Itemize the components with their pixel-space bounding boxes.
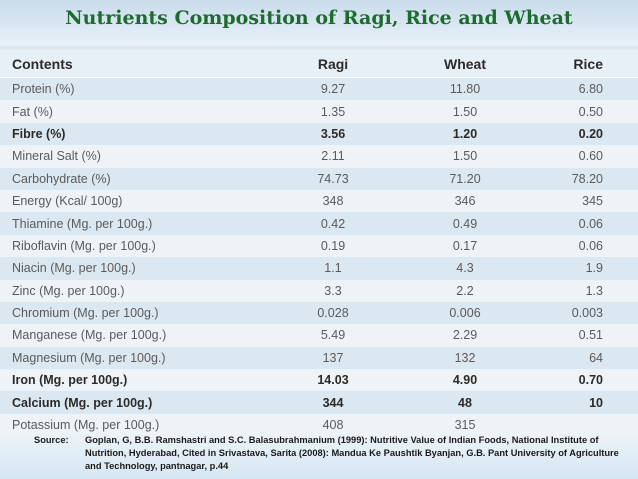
rice-value-cell: 345 <box>518 189 638 213</box>
nutrient-name-cell: Carbohydrate (%) <box>0 167 264 190</box>
ragi-value-cell: 1.1 <box>264 257 384 280</box>
nutrient-name-cell: Magnesium (Mg. per 100g.) <box>0 346 264 370</box>
wheat-value-cell: 0.49 <box>384 212 518 235</box>
wheat-value-cell: 346 <box>384 189 518 213</box>
ragi-value-cell: 74.73 <box>264 167 384 190</box>
ragi-value-cell: 3.3 <box>264 279 384 302</box>
nutrient-name-cell: Calcium (Mg. per 100g.) <box>0 391 264 414</box>
nutrient-name-cell: Mineral Salt (%) <box>0 145 264 168</box>
rice-value-cell: 0.06 <box>518 212 638 235</box>
ragi-value-cell: 348 <box>264 189 384 213</box>
nutrient-name-cell: Thiamine (Mg. per 100g.) <box>0 212 264 235</box>
rice-value-cell: 6.80 <box>518 77 638 101</box>
ragi-value-cell: 5.49 <box>264 324 384 347</box>
ragi-value-cell: 0.028 <box>264 301 384 325</box>
nutrients-table: Contents Ragi Wheat Rice Protein (%) 9.27… <box>0 50 638 437</box>
table-row: Niacin (Mg. per 100g.) 1.1 4.3 1.9 <box>0 257 638 280</box>
table-row: Manganese (Mg. per 100g.) 5.49 2.29 0.51 <box>0 324 638 347</box>
rice-value-cell: 0.06 <box>518 234 638 258</box>
slide-title: Nutrients Composition of Ragi, Rice and … <box>65 7 573 29</box>
table-row: Chromium (Mg. per 100g.) 0.028 0.006 0.003 <box>0 301 638 325</box>
wheat-value-cell: 2.2 <box>384 279 518 302</box>
ragi-value-cell: 408 <box>264 413 384 437</box>
nutrient-name-cell: Fat (%) <box>0 100 264 123</box>
rice-value-cell <box>518 413 638 437</box>
nutrient-name-cell: Potassium (Mg. per 100g.) <box>0 413 264 437</box>
rice-value-cell: 1.3 <box>518 279 638 302</box>
wheat-value-cell: 2.29 <box>384 324 518 347</box>
table-row: Calcium (Mg. per 100g.) 344 48 10 <box>0 391 638 414</box>
table-row: Potassium (Mg. per 100g.) 408 315 <box>0 413 638 437</box>
nutrient-name-cell: Iron (Mg. per 100g.) <box>0 369 264 392</box>
header-wheat: Wheat <box>384 50 518 78</box>
wheat-value-cell: 0.17 <box>384 234 518 258</box>
header-rice: Rice <box>518 50 638 78</box>
rice-value-cell: 0.003 <box>518 301 638 325</box>
ragi-value-cell: 137 <box>264 346 384 370</box>
table-row: Carbohydrate (%) 74.73 71.20 78.20 <box>0 167 638 190</box>
nutrient-name-cell: Niacin (Mg. per 100g.) <box>0 257 264 280</box>
table-row: Iron (Mg. per 100g.) 14.03 4.90 0.70 <box>0 369 638 392</box>
table-row: Magnesium (Mg. per 100g.) 137 132 64 <box>0 346 638 370</box>
wheat-value-cell: 315 <box>384 413 518 437</box>
ragi-value-cell: 1.35 <box>264 100 384 123</box>
nutrient-name-cell: Fibre (%) <box>0 122 264 146</box>
source-citation: Source: Goplan, G, B.B. Ramshastri and S… <box>0 430 638 479</box>
nutrient-name-cell: Manganese (Mg. per 100g.) <box>0 324 264 347</box>
rice-value-cell: 64 <box>518 346 638 370</box>
ragi-value-cell: 3.56 <box>264 122 384 146</box>
table-row: Zinc (Mg. per 100g.) 3.3 2.2 1.3 <box>0 279 638 302</box>
table-row: Mineral Salt (%) 2.11 1.50 0.60 <box>0 145 638 168</box>
wheat-value-cell: 1.50 <box>384 145 518 168</box>
wheat-value-cell: 132 <box>384 346 518 370</box>
title-band <box>0 0 638 46</box>
ragi-value-cell: 0.42 <box>264 212 384 235</box>
wheat-value-cell: 11.80 <box>384 77 518 101</box>
nutrient-name-cell: Riboflavin (Mg. per 100g.) <box>0 234 264 258</box>
nutrient-name-cell: Energy (Kcal/ 100g) <box>0 189 264 213</box>
wheat-value-cell: 48 <box>384 391 518 414</box>
rice-value-cell: 1.9 <box>518 257 638 280</box>
table-row: Energy (Kcal/ 100g) 348 346 345 <box>0 189 638 213</box>
table-row: Riboflavin (Mg. per 100g.) 0.19 0.17 0.06 <box>0 234 638 258</box>
source-text: Goplan, G, B.B. Ramshastri and S.C. Bala… <box>85 435 619 471</box>
wheat-value-cell: 4.3 <box>384 257 518 280</box>
wheat-value-cell: 4.90 <box>384 369 518 392</box>
rice-value-cell: 0.51 <box>518 324 638 347</box>
nutrient-name-cell: Chromium (Mg. per 100g.) <box>0 301 264 325</box>
rice-value-cell: 0.60 <box>518 145 638 168</box>
wheat-value-cell: 1.20 <box>384 122 518 146</box>
ragi-value-cell: 344 <box>264 391 384 414</box>
header-contents: Contents <box>0 50 264 78</box>
ragi-value-cell: 14.03 <box>264 369 384 392</box>
nutrient-name-cell: Protein (%) <box>0 77 264 101</box>
ragi-value-cell: 0.19 <box>264 234 384 258</box>
table-row: Protein (%) 9.27 11.80 6.80 <box>0 77 638 101</box>
rice-value-cell: 78.20 <box>518 167 638 190</box>
ragi-value-cell: 2.11 <box>264 145 384 168</box>
table-header-row: Contents Ragi Wheat Rice <box>0 50 638 78</box>
table-row: Thiamine (Mg. per 100g.) 0.42 0.49 0.06 <box>0 212 638 235</box>
source-label: Source: <box>34 435 69 445</box>
rice-value-cell: 0.70 <box>518 369 638 392</box>
header-ragi: Ragi <box>264 50 384 78</box>
rice-value-cell: 0.20 <box>518 122 638 146</box>
nutrient-name-cell: Zinc (Mg. per 100g.) <box>0 279 264 302</box>
rice-value-cell: 0.50 <box>518 100 638 123</box>
table-row: Fat (%) 1.35 1.50 0.50 <box>0 100 638 123</box>
ragi-value-cell: 9.27 <box>264 77 384 101</box>
wheat-value-cell: 1.50 <box>384 100 518 123</box>
rice-value-cell: 10 <box>518 391 638 414</box>
table-row: Fibre (%) 3.56 1.20 0.20 <box>0 122 638 146</box>
wheat-value-cell: 71.20 <box>384 167 518 190</box>
wheat-value-cell: 0.006 <box>384 301 518 325</box>
